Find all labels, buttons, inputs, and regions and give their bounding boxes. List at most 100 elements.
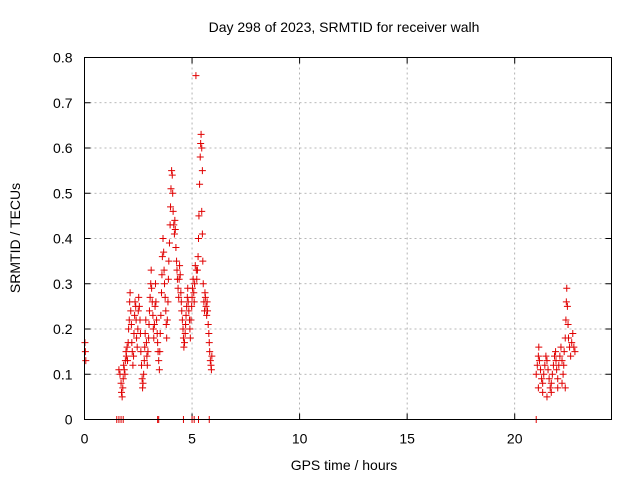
data-point	[162, 320, 170, 328]
data-point	[142, 316, 150, 324]
data-point	[190, 289, 198, 297]
x-axis-label: GPS time / hours	[291, 457, 398, 473]
data-point	[169, 189, 177, 197]
data-point	[193, 275, 201, 283]
data-point	[142, 339, 150, 347]
x-tick-label: 5	[188, 431, 196, 447]
data-point	[204, 320, 212, 328]
data-point	[564, 320, 572, 328]
data-point	[534, 384, 542, 392]
data-point	[170, 221, 178, 229]
data-point	[199, 257, 207, 265]
data-point	[130, 330, 138, 338]
y-tick-label: 0.2	[53, 321, 73, 337]
data-point	[176, 262, 184, 270]
data-point	[539, 388, 547, 396]
data-point	[562, 316, 570, 324]
y-tick-label: 0.3	[53, 276, 73, 292]
data-point	[533, 361, 541, 369]
data-point	[82, 357, 90, 365]
data-point	[147, 266, 155, 274]
data-point	[172, 244, 180, 252]
data-point	[563, 302, 571, 310]
data-point	[546, 384, 554, 392]
data-point	[559, 370, 567, 378]
data-point	[118, 393, 126, 401]
data-point	[81, 348, 89, 356]
data-point	[177, 298, 185, 306]
data-point	[176, 271, 184, 279]
data-point	[133, 343, 141, 351]
data-point	[161, 280, 169, 288]
data-point	[168, 171, 176, 179]
data-point	[127, 307, 135, 315]
data-point	[539, 379, 547, 387]
data-point	[544, 366, 552, 374]
data-point	[130, 352, 138, 360]
data-point	[168, 167, 176, 175]
data-point	[143, 361, 151, 369]
data-point	[133, 334, 141, 342]
data-point	[146, 293, 154, 301]
data-point	[125, 325, 133, 333]
data-point	[553, 366, 561, 374]
data-point	[158, 253, 166, 261]
data-point	[552, 348, 560, 356]
data-point	[563, 284, 571, 292]
data-point	[545, 375, 553, 383]
data-point	[160, 266, 168, 274]
data-point	[151, 302, 159, 310]
data-point	[149, 325, 157, 333]
data-point	[165, 257, 173, 265]
y-tick-label: 0.6	[53, 140, 73, 156]
data-point	[569, 330, 577, 338]
data-point	[187, 316, 195, 324]
data-point	[141, 343, 149, 351]
data-point	[140, 357, 148, 365]
data-point	[123, 343, 131, 351]
data-point	[158, 271, 166, 279]
data-point	[199, 280, 207, 288]
data-point	[164, 298, 172, 306]
data-point	[193, 266, 201, 274]
data-point	[562, 298, 570, 306]
data-point	[188, 302, 196, 310]
data-point	[164, 275, 172, 283]
data-point	[201, 293, 209, 301]
data-point	[560, 361, 568, 369]
data-point	[159, 235, 167, 242]
data-point	[153, 316, 161, 324]
data-point	[131, 298, 139, 306]
data-point	[557, 343, 565, 351]
data-point	[174, 284, 182, 292]
y-tick-label: 0.1	[53, 366, 73, 382]
data-point	[145, 307, 153, 315]
data-point	[167, 185, 175, 193]
data-point	[207, 366, 215, 374]
data-point	[547, 379, 555, 387]
data-point	[205, 330, 213, 338]
data-point	[543, 393, 551, 401]
data-point	[137, 348, 145, 356]
y-tick-label: 0.5	[53, 185, 73, 201]
data-point	[181, 339, 189, 347]
data-point	[197, 130, 205, 138]
data-point	[163, 334, 171, 342]
data-point	[144, 348, 152, 356]
data-point	[195, 235, 203, 242]
data-point	[128, 339, 136, 347]
data-point	[567, 352, 575, 360]
data-point	[158, 289, 166, 297]
data-point	[117, 379, 125, 387]
data-point	[135, 293, 143, 301]
data-point	[182, 320, 190, 328]
data-point	[182, 311, 190, 319]
data-point	[571, 348, 579, 356]
data-point	[134, 325, 142, 333]
data-point	[208, 352, 216, 360]
data-point	[541, 361, 549, 369]
data-point	[125, 316, 133, 324]
plot-frame	[84, 57, 612, 420]
data-point	[203, 311, 211, 319]
